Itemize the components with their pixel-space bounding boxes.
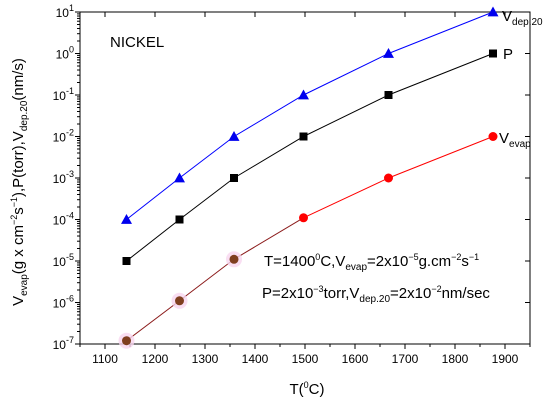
y-tick-label: 10-1 <box>53 86 74 103</box>
vdep-marker <box>298 89 309 100</box>
y-tick-label: 10-2 <box>53 128 74 145</box>
series-line-p <box>126 53 494 262</box>
p-marker <box>384 91 393 99</box>
x-tick-label: 1100 <box>92 352 118 366</box>
x-tick-label: 1700 <box>392 352 419 366</box>
y-axis: 10-7 10-6 10-5 10-4 10-3 10-2 10-1 100 101 <box>53 3 530 352</box>
vdep-marker <box>121 214 132 224</box>
x-axis: 1100 1200 1300 1400 1500 1600 1700 1800 1900 <box>79 12 531 366</box>
p-marker <box>122 257 131 265</box>
panel-label: NICKEL <box>110 34 164 51</box>
series-line-vdep <box>126 11 494 220</box>
y-tick-label: 101 <box>56 3 74 20</box>
legend-label-vdep: Vdep.20 <box>502 8 543 28</box>
vdep-marker <box>228 131 240 141</box>
p-marker <box>175 215 184 224</box>
y-tick-label: 10-7 <box>53 335 74 352</box>
x-tick-label: 1200 <box>142 352 169 366</box>
annotation-line-1: T=14000C,Vevap=2x10−5g.cm−2s−1 <box>264 252 479 273</box>
series-layer <box>118 6 499 349</box>
p-marker <box>489 49 497 58</box>
vevap-marker <box>122 336 131 346</box>
y-tick-label: 10-5 <box>53 252 74 269</box>
y-tick-label: 10-4 <box>53 211 74 228</box>
series-line-vevap-upper <box>303 136 494 219</box>
vevap-marker <box>488 132 498 141</box>
x-axis-title: T(0C) <box>289 380 324 398</box>
vdep-marker <box>383 48 394 58</box>
legend-label-p: P <box>503 46 513 63</box>
x-tick-label: 1600 <box>342 352 369 366</box>
vevap-marker <box>229 254 239 264</box>
x-tick-label: 1300 <box>192 352 219 366</box>
y-tick-label: 10-3 <box>53 169 74 186</box>
y-tick-label: 100 <box>56 45 74 62</box>
x-tick-label: 1500 <box>292 352 319 366</box>
vevap-marker <box>384 173 393 183</box>
p-marker <box>230 174 238 182</box>
legend-label-vevap: Vevap <box>499 130 531 150</box>
x-tick-label: 1400 <box>242 352 269 366</box>
x-tick-label: 1800 <box>442 352 469 366</box>
vevap-marker <box>175 296 184 306</box>
vevap-marker <box>299 213 308 223</box>
annotation-line-2: P=2x10−3torr,Vdep.20=2x10−2nm/sec <box>262 284 490 305</box>
vdep-marker <box>174 172 185 183</box>
y-axis-title: Vevap(g x cm−2s−1),P(torr),Vdep.20(nm/s) <box>9 58 30 306</box>
y-tick-label: 10-6 <box>53 294 74 311</box>
series-line-vevap-lower <box>126 217 304 342</box>
x-tick-label: 1900 <box>492 352 519 366</box>
vdep-marker <box>487 6 499 17</box>
p-marker <box>299 132 308 141</box>
